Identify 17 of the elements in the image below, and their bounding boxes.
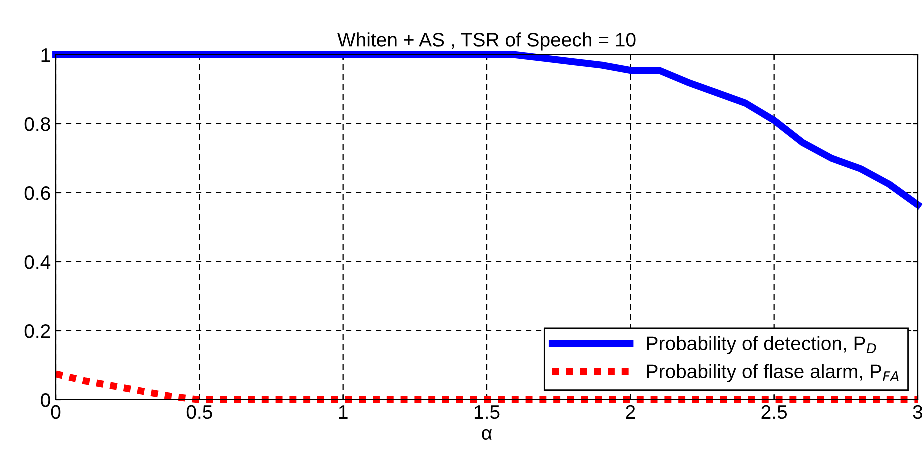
- x-tick-label: 0: [51, 405, 61, 420]
- y-tick-label: 0.4: [24, 255, 51, 270]
- y-tick-label: 0: [41, 393, 50, 408]
- x-tick-label: 3: [913, 405, 923, 420]
- x-axis-title: α: [482, 429, 492, 440]
- y-tick-label: 0.2: [24, 324, 50, 338]
- chart-title: Whiten + AS , TSR of Speech = 10: [338, 32, 636, 51]
- x-tick-label: 1: [339, 406, 348, 419]
- x-tick-label: 2.5: [762, 405, 788, 420]
- legend-label: Probability of detection, P$_{D}$: [647, 336, 876, 354]
- x-tick-label: 2: [626, 405, 636, 419]
- x-tick-label: 0.5: [186, 405, 212, 420]
- legend-label: Probability of flase alarm, P$_{FA}$: [647, 364, 899, 382]
- y-tick-label: 0.8: [24, 117, 50, 132]
- x-tick-label: 1.5: [474, 406, 500, 420]
- y-tick-label: 1: [42, 48, 50, 62]
- y-tick-label: 0.6: [24, 186, 50, 200]
